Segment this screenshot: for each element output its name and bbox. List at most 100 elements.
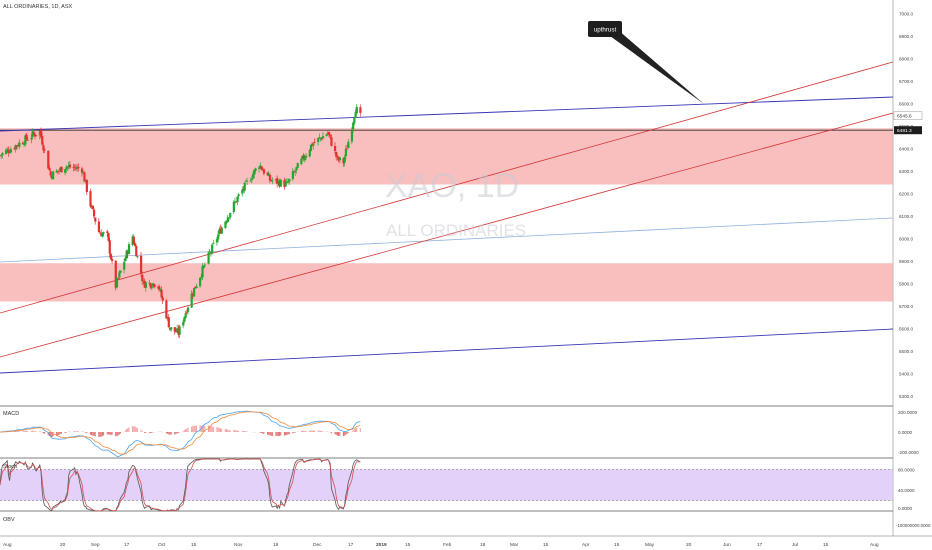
candle-body[interactable] — [217, 234, 220, 240]
candle-body[interactable] — [156, 286, 160, 288]
level-price-badge[interactable] — [894, 126, 922, 135]
candle-body[interactable] — [284, 181, 287, 187]
candle-body[interactable] — [285, 181, 288, 183]
candle-body[interactable] — [343, 157, 346, 163]
candle-body[interactable] — [190, 293, 193, 308]
candle-body[interactable] — [337, 157, 340, 161]
candle-body[interactable] — [283, 180, 286, 187]
candle-body[interactable] — [50, 175, 54, 179]
candle-body[interactable] — [58, 170, 61, 172]
annotation-layer[interactable]: upthrust — [588, 21, 704, 104]
candle-body[interactable] — [352, 122, 355, 130]
candle-body[interactable] — [170, 327, 173, 330]
candle-body[interactable] — [276, 178, 279, 184]
candle-body[interactable] — [242, 189, 245, 190]
candle-body[interactable] — [291, 171, 295, 180]
candle-body[interactable] — [90, 205, 93, 208]
candle-body[interactable] — [85, 179, 88, 193]
candle-body[interactable] — [300, 158, 303, 165]
candle-body[interactable] — [327, 131, 331, 135]
upper-blue-trendline[interactable] — [0, 96, 894, 132]
candle-body[interactable] — [74, 168, 78, 170]
candle-body[interactable] — [168, 327, 172, 330]
candle-body[interactable] — [119, 270, 122, 273]
candle-body[interactable] — [77, 166, 80, 169]
candle-body[interactable] — [288, 178, 291, 182]
candle-body[interactable] — [270, 179, 273, 181]
candle-body[interactable] — [199, 277, 202, 287]
candle-body[interactable] — [252, 173, 255, 179]
candle-body[interactable] — [166, 317, 169, 318]
candle-body[interactable] — [91, 205, 94, 210]
candle-body[interactable] — [236, 196, 239, 203]
candle-body[interactable] — [329, 134, 332, 137]
candle-body[interactable] — [72, 167, 75, 168]
price-axis[interactable]: 7000.06900.06800.06700.06600.06500.06400… — [893, 12, 931, 529]
candle-body[interactable] — [241, 189, 244, 194]
candle-body[interactable] — [335, 151, 338, 157]
candle-body[interactable] — [7, 150, 10, 153]
candle-body[interactable] — [266, 172, 269, 176]
candle-body[interactable] — [64, 169, 67, 173]
candle-body[interactable] — [55, 170, 58, 173]
macd-line[interactable] — [0, 410, 361, 458]
candle-body[interactable] — [49, 171, 52, 176]
candle-body[interactable] — [220, 227, 223, 234]
candle-body[interactable] — [326, 132, 329, 134]
candle-body[interactable] — [320, 138, 323, 140]
candle-body[interactable] — [330, 137, 333, 146]
candle-body[interactable] — [260, 166, 263, 170]
candle-body[interactable] — [158, 286, 161, 290]
candle-body[interactable] — [176, 328, 179, 332]
candle-body[interactable] — [244, 180, 248, 182]
candle-body[interactable] — [124, 257, 127, 262]
candle-body[interactable] — [143, 280, 146, 288]
candle-body[interactable] — [225, 221, 228, 223]
candle-body[interactable] — [344, 148, 348, 157]
candle-body[interactable] — [18, 142, 21, 147]
candle-body[interactable] — [82, 172, 85, 174]
lower-blue-trendline[interactable] — [0, 328, 894, 374]
candle-body[interactable] — [24, 135, 27, 145]
candle-body[interactable] — [200, 276, 203, 278]
candle-body[interactable] — [338, 157, 342, 161]
candle-body[interactable] — [108, 240, 111, 254]
candle-body[interactable] — [295, 167, 298, 171]
candle-body[interactable] — [152, 283, 155, 287]
candle-body[interactable] — [262, 169, 266, 174]
time-axis[interactable]: Aug 20 Sep 17 Oct 15 Nov 19 Dec 17 2019 15 Feb 18 Mar 1… — [3, 542, 879, 548]
candle-body[interactable] — [5, 150, 8, 154]
candle-body[interactable] — [97, 221, 101, 233]
last-price-badge[interactable] — [893, 111, 923, 120]
candle-body[interactable] — [114, 260, 117, 288]
candle-body[interactable] — [25, 134, 28, 140]
candle-body[interactable] — [167, 317, 170, 328]
candle-body[interactable] — [106, 231, 109, 233]
candle-body[interactable] — [126, 250, 129, 255]
candle-body[interactable] — [209, 252, 213, 253]
candle-body[interactable] — [237, 194, 240, 196]
candle-body[interactable] — [311, 143, 314, 146]
candle-body[interactable] — [294, 171, 297, 173]
candle-body[interactable] — [42, 145, 45, 151]
candle-body[interactable] — [308, 150, 311, 157]
candle-body[interactable] — [80, 168, 84, 173]
candle-body[interactable] — [233, 201, 237, 203]
candle-body[interactable] — [117, 278, 120, 279]
candle-body[interactable] — [15, 145, 19, 147]
candle-body[interactable] — [278, 181, 281, 187]
candle-body[interactable] — [208, 252, 211, 254]
candle-body[interactable] — [219, 228, 222, 234]
candle-body[interactable] — [59, 167, 62, 171]
candle-body[interactable] — [178, 326, 181, 335]
candle-body[interactable] — [101, 233, 104, 237]
candle-body[interactable] — [201, 266, 204, 278]
candle-body[interactable] — [243, 182, 246, 191]
candle-body[interactable] — [153, 284, 156, 288]
candle-body[interactable] — [118, 272, 121, 278]
candle-body[interactable] — [174, 331, 178, 333]
candle-body[interactable] — [60, 166, 63, 173]
candle-body[interactable] — [102, 232, 105, 234]
candle-body[interactable] — [31, 131, 34, 137]
